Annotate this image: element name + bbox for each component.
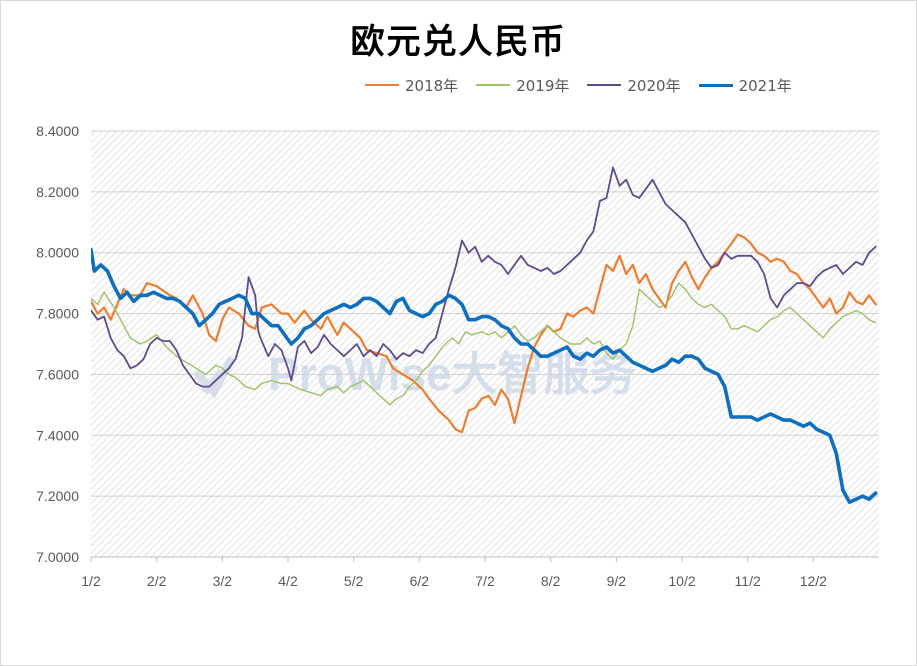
y-tick-label: 7.8000 bbox=[36, 306, 79, 322]
legend-item: 2019年 bbox=[476, 75, 569, 96]
legend-label: 2021年 bbox=[738, 76, 792, 95]
y-tick-label: 7.2000 bbox=[36, 488, 79, 504]
x-tick-label: 9/2 bbox=[607, 573, 627, 589]
legend-swatch bbox=[365, 84, 399, 86]
legend-item: 2021年 bbox=[698, 75, 792, 96]
y-tick-label: 8.2000 bbox=[36, 184, 79, 200]
legend-item: 2020年 bbox=[587, 75, 681, 96]
legend-swatch bbox=[698, 83, 733, 87]
series-line-2020年 bbox=[91, 166, 877, 388]
legend-item: 2018年 bbox=[365, 75, 458, 96]
x-tick-label: 5/2 bbox=[344, 573, 364, 589]
series-line-2018年 bbox=[91, 233, 877, 434]
y-tick-label: 7.4000 bbox=[36, 427, 79, 443]
legend-swatch bbox=[587, 84, 622, 86]
x-axis: 1/2 2/2 3/2 4/2 5/2 6/2 7/2 8/2 9/2 10/2 11/2 12/2 bbox=[81, 557, 827, 589]
legend-label: 2019年 bbox=[516, 76, 570, 95]
series-line-2021年 bbox=[91, 247, 878, 504]
series-group bbox=[91, 166, 878, 504]
x-tick-label: 6/2 bbox=[410, 573, 430, 589]
x-tick-label: 7/2 bbox=[475, 573, 495, 589]
legend-swatch bbox=[476, 84, 511, 86]
y-axis: 7.0000 7.2000 7.4000 7.6000 7.8000 8.0000 8.20… bbox=[36, 123, 79, 565]
y-tick-label: 8.4000 bbox=[36, 123, 79, 139]
chart-title: 欧元兑人民币 bbox=[350, 22, 567, 62]
x-tick-label: 2/2 bbox=[147, 573, 167, 589]
x-tick-label: 12/2 bbox=[800, 573, 827, 589]
legend: 2018年 2019年 2020年 2021年 bbox=[365, 74, 792, 96]
x-tick-label: 3/2 bbox=[213, 573, 233, 589]
x-tick-label: 8/2 bbox=[541, 573, 561, 589]
legend-label: 2020年 bbox=[627, 76, 681, 95]
plot-background bbox=[91, 131, 879, 557]
y-tick-label: 7.6000 bbox=[36, 366, 79, 382]
x-tick-label: 4/2 bbox=[278, 573, 298, 589]
x-tick-label: 11/2 bbox=[735, 573, 761, 589]
series-line-2019年 bbox=[91, 282, 877, 406]
legend-label: 2018年 bbox=[405, 76, 459, 95]
watermark-text: ProWise大智服务 bbox=[268, 348, 636, 400]
y-tick-label: 7.0000 bbox=[36, 549, 79, 565]
x-tick-label: 1/2 bbox=[81, 573, 101, 589]
x-tick-label: 10/2 bbox=[668, 573, 695, 589]
y-tick-label: 8.0000 bbox=[36, 245, 79, 261]
